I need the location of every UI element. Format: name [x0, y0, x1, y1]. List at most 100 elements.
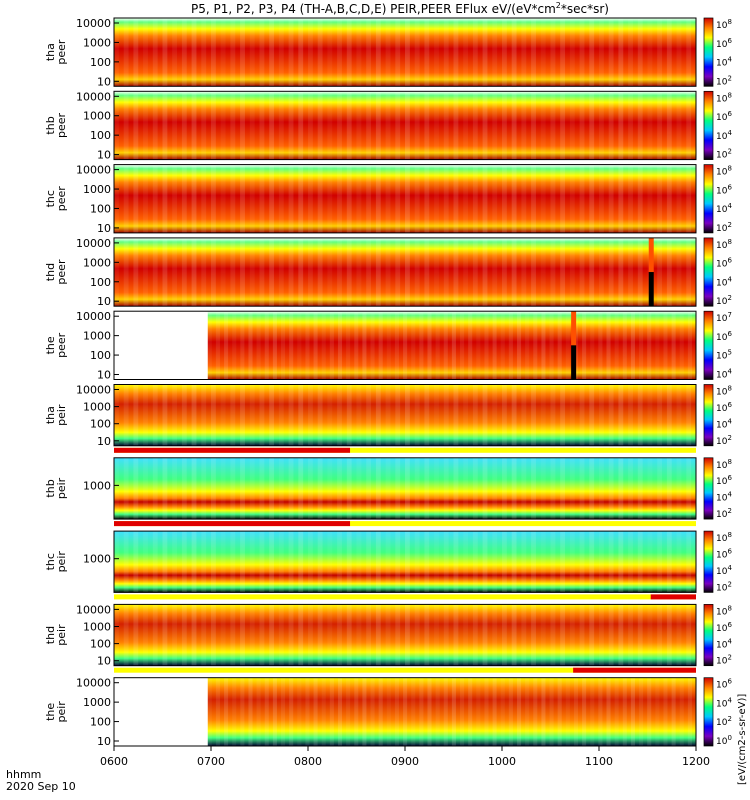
- texture-stripe: [676, 384, 682, 446]
- texture-stripe: [133, 457, 139, 520]
- texture-stripe: [143, 18, 148, 87]
- texture-stripe: [606, 311, 611, 380]
- texture-stripe: [599, 237, 604, 307]
- colorbar-tick-label: 108: [716, 385, 732, 398]
- texture-stripe: [531, 91, 536, 160]
- texture-stripe: [288, 604, 294, 666]
- texture-stripe: [191, 237, 197, 307]
- texture-stripe: [492, 531, 498, 593]
- texture-stripe: [434, 237, 439, 307]
- texture-stripe: [240, 164, 245, 233]
- texture-stripe: [622, 677, 627, 746]
- texture-stripe: [356, 384, 362, 446]
- y-tick-label: 10: [97, 735, 111, 748]
- texture-stripe: [298, 164, 304, 233]
- texture-stripe: [630, 311, 635, 380]
- texture-stripe: [354, 311, 359, 380]
- texture-stripe: [395, 18, 401, 87]
- texture-stripe: [599, 531, 604, 593]
- texture-stripe: [671, 677, 676, 746]
- texture-stripe: [579, 164, 585, 233]
- texture-stripe: [305, 677, 310, 746]
- texture-stripe: [308, 237, 313, 307]
- x-tick-label: 1000: [488, 755, 516, 768]
- panel-label: thbpeir: [44, 477, 68, 499]
- texture-stripe: [531, 604, 536, 666]
- texture-stripe: [337, 91, 342, 160]
- texture-stripe: [346, 164, 352, 233]
- panel-frame: [113, 603, 697, 667]
- flag-bar-red: [573, 667, 696, 673]
- texture-stripe: [346, 677, 351, 746]
- texture-stripe: [589, 384, 595, 446]
- texture-stripe: [220, 237, 226, 307]
- texture-stripe: [240, 311, 245, 380]
- spectrogram-image: [114, 531, 696, 593]
- texture-stripe: [298, 91, 304, 160]
- texture-stripe: [162, 164, 168, 233]
- panel-probe: thd: [44, 263, 57, 281]
- texture-stripe: [550, 91, 556, 160]
- texture-stripe: [162, 457, 168, 520]
- texture-stripe: [172, 384, 178, 446]
- texture-stripe: [337, 677, 343, 746]
- texture-stripe: [541, 311, 546, 380]
- colorbar-tick-label: 104: [716, 129, 732, 142]
- texture-stripe: [647, 457, 653, 520]
- texture-stripe: [181, 531, 187, 593]
- texture-stripe: [240, 604, 245, 666]
- texture-stripe: [598, 677, 603, 746]
- texture-stripe: [516, 677, 522, 746]
- texture-stripe: [443, 604, 449, 666]
- texture-stripe: [686, 18, 692, 87]
- y-tick-label: 10: [97, 295, 111, 308]
- texture-stripe: [249, 164, 255, 233]
- texture-stripe: [516, 311, 522, 380]
- texture-stripe: [508, 677, 513, 746]
- texture-stripe: [565, 677, 570, 746]
- texture-stripe: [230, 237, 236, 307]
- texture-stripe: [269, 237, 275, 307]
- texture-stripe: [297, 311, 302, 380]
- texture-stripe: [560, 164, 566, 233]
- texture-stripe: [240, 457, 245, 520]
- texture-stripe: [511, 604, 517, 666]
- panel-species: peir: [55, 477, 68, 499]
- colorbar-tick-label: 108: [716, 604, 732, 617]
- texture-stripe: [317, 604, 323, 666]
- texture-stripe: [211, 531, 216, 593]
- texture-stripe: [500, 311, 505, 380]
- texture-stripe: [181, 18, 187, 87]
- texture-stripe: [133, 164, 139, 233]
- texture-stripe: [411, 311, 416, 380]
- texture-stripe: [435, 311, 440, 380]
- y-tick-label: 1000: [83, 621, 111, 634]
- texture-stripe: [278, 384, 284, 446]
- texture-stripe: [281, 311, 286, 380]
- colorbar: [703, 237, 714, 307]
- texture-stripe: [240, 237, 245, 307]
- texture-stripe: [230, 384, 236, 446]
- texture-stripe: [327, 91, 333, 160]
- texture-stripe: [560, 18, 566, 87]
- texture-stripe: [508, 311, 513, 380]
- texture-stripe: [317, 237, 323, 307]
- texture-stripe: [460, 311, 465, 380]
- texture-stripe: [628, 457, 633, 520]
- texture-stripe: [647, 531, 653, 593]
- texture-stripe: [181, 91, 187, 160]
- y-tick-label: 10: [97, 149, 111, 162]
- texture-stripe: [385, 531, 391, 593]
- spike-lower: [648, 272, 654, 307]
- colorbar-tick-label: 102: [716, 294, 732, 307]
- colorbar: [703, 164, 714, 234]
- texture-stripe: [639, 677, 644, 746]
- texture-stripe: [434, 457, 439, 520]
- texture-stripe: [502, 18, 507, 87]
- texture-stripe: [114, 237, 119, 307]
- texture-stripe: [511, 457, 517, 520]
- texture-stripe: [618, 604, 624, 666]
- texture-stripe: [220, 384, 226, 446]
- texture-stripe: [550, 18, 556, 87]
- texture-stripe: [618, 457, 624, 520]
